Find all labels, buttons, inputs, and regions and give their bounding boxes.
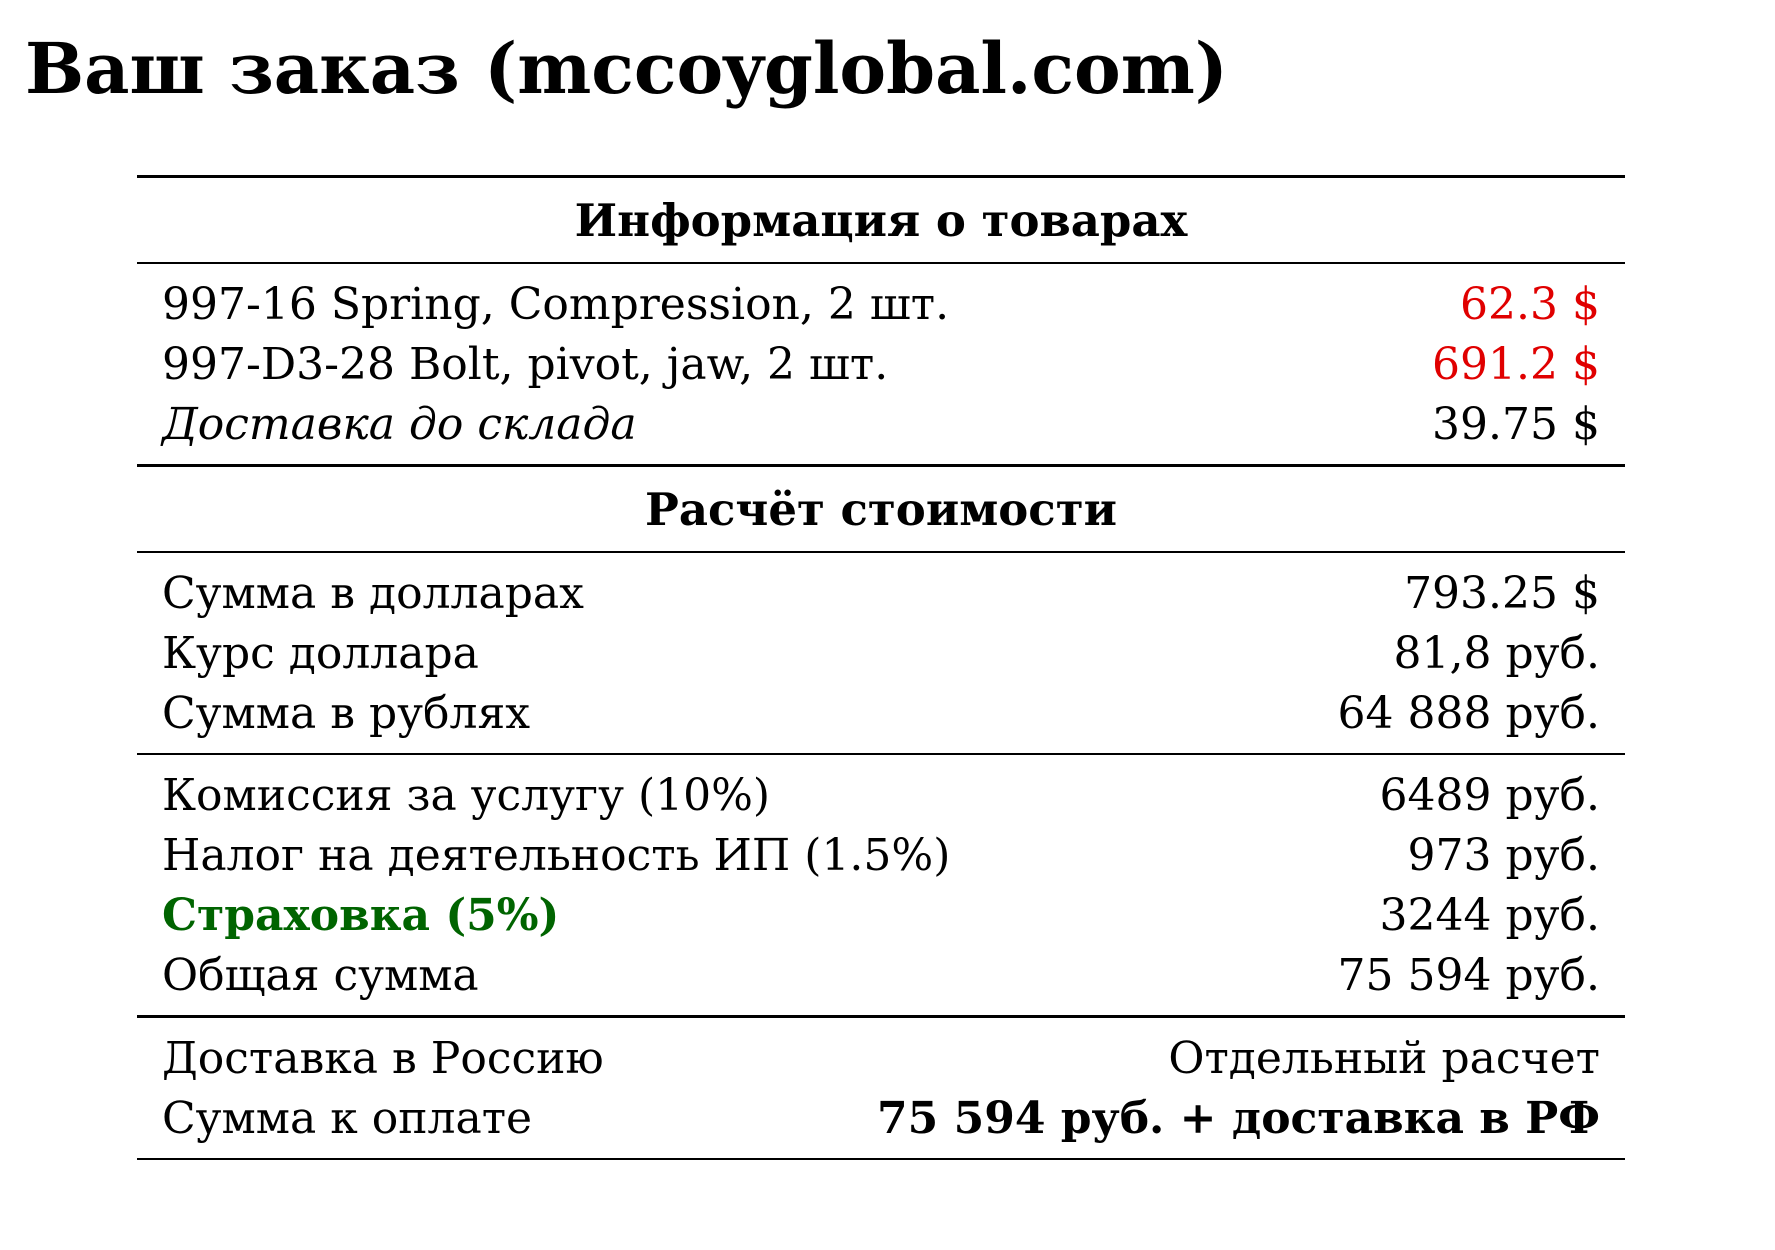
- row-value: 81,8 руб.: [1393, 627, 1601, 679]
- row-value: 64 888 руб.: [1337, 687, 1600, 739]
- page-title: Ваш заказ (mccoyglobal.com): [25, 27, 1228, 110]
- cost-header-rule: [137, 551, 1625, 553]
- product-label: 997-D3-28 Bolt, pivot, jaw, 2 шт.: [162, 338, 889, 390]
- insurance-label: Страховка (5%): [162, 889, 560, 941]
- products-header-rule: [137, 262, 1625, 264]
- table-row: Сумма в долларах 793.25 $: [137, 563, 1625, 623]
- row-value: 793.25 $: [1404, 567, 1600, 619]
- warehouse-delivery-price: 39.75 $: [1432, 398, 1600, 450]
- row-label: Общая сумма: [162, 949, 479, 1001]
- table-row: Сумма в рублях 64 888 руб.: [137, 683, 1625, 743]
- table-row: Доставка до склада 39.75 $: [137, 394, 1625, 454]
- fees-bottom-rule: [137, 1015, 1625, 1018]
- amount-due-value: 75 594 руб. + доставка в РФ: [877, 1092, 1600, 1144]
- products-section-header: Информация о товарах: [574, 193, 1188, 247]
- table-row: Курс доллара 81,8 руб.: [137, 623, 1625, 683]
- table-top-rule: [137, 175, 1625, 178]
- insurance-value: 3244 руб.: [1379, 889, 1601, 941]
- row-label: Налог на деятельность ИП (1.5%): [162, 829, 951, 881]
- table-bottom-rule: [137, 1158, 1625, 1160]
- conversion-bottom-rule: [137, 753, 1625, 755]
- table-row: Доставка в Россию Отдельный расчет: [137, 1028, 1625, 1088]
- table-row: 997-D3-28 Bolt, pivot, jaw, 2 шт. 691.2 …: [137, 334, 1625, 394]
- table-row: 997-16 Spring, Compression, 2 шт. 62.3 $: [137, 274, 1625, 334]
- order-table: Информация о товарах 997-16 Spring, Comp…: [137, 175, 1625, 1160]
- russia-delivery-label: Доставка в Россию: [162, 1032, 604, 1084]
- final-list: Доставка в Россию Отдельный расчет Сумма…: [137, 1018, 1625, 1158]
- row-value: 75 594 руб.: [1337, 949, 1600, 1001]
- table-row: Налог на деятельность ИП (1.5%) 973 руб.: [137, 825, 1625, 885]
- fees-list: Комиссия за услугу (10%) 6489 руб. Налог…: [137, 755, 1625, 1015]
- product-label: 997-16 Spring, Compression, 2 шт.: [162, 278, 950, 330]
- product-price: 62.3 $: [1460, 278, 1600, 330]
- row-label: Курс доллара: [162, 627, 479, 679]
- conversion-list: Сумма в долларах 793.25 $ Курс доллара 8…: [137, 553, 1625, 753]
- row-value: 973 руб.: [1407, 829, 1601, 881]
- russia-delivery-value: Отдельный расчет: [1168, 1032, 1600, 1084]
- product-price: 691.2 $: [1432, 338, 1600, 390]
- products-bottom-rule: [137, 464, 1625, 467]
- amount-due-label: Сумма к оплате: [162, 1092, 533, 1144]
- row-label: Комиссия за услугу (10%): [162, 769, 771, 821]
- row-label: Сумма в долларах: [162, 567, 584, 619]
- cost-section-header: Расчёт стоимости: [645, 482, 1117, 536]
- table-row: Страховка (5%) 3244 руб.: [137, 885, 1625, 945]
- table-row: Общая сумма 75 594 руб.: [137, 945, 1625, 1005]
- table-row: Комиссия за услугу (10%) 6489 руб.: [137, 765, 1625, 825]
- row-value: 6489 руб.: [1379, 769, 1601, 821]
- row-label: Сумма в рублях: [162, 687, 531, 739]
- table-row: Сумма к оплате 75 594 руб. + доставка в …: [137, 1088, 1625, 1148]
- warehouse-delivery-label: Доставка до склада: [162, 398, 637, 450]
- products-list: 997-16 Spring, Compression, 2 шт. 62.3 $…: [137, 264, 1625, 464]
